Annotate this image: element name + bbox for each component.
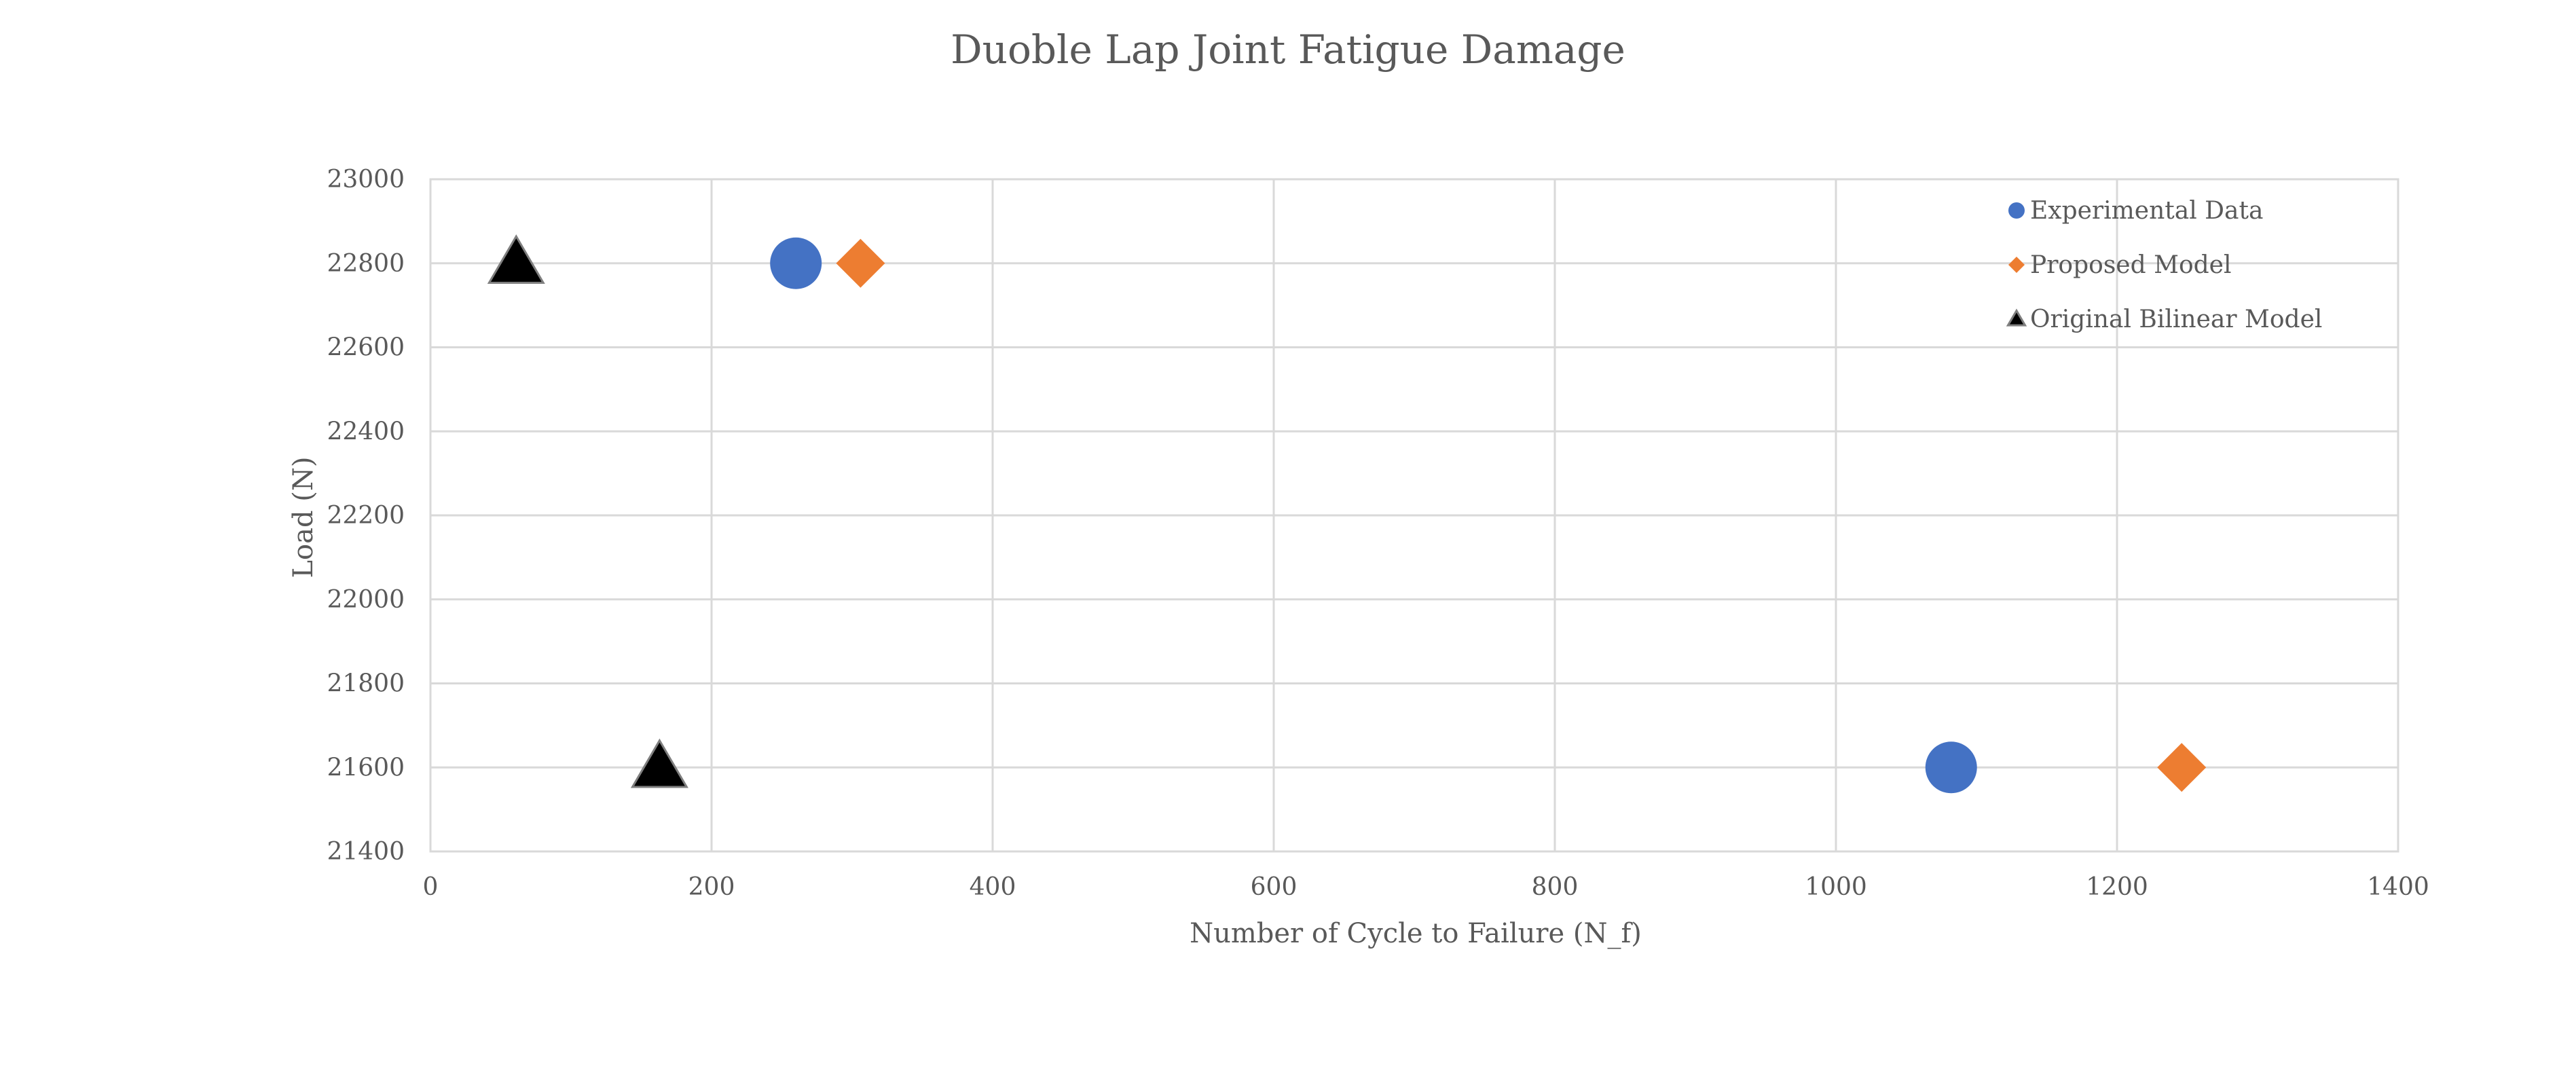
data-point [630, 738, 688, 788]
series-group [487, 234, 688, 788]
y-tick-label: 22400 [327, 418, 405, 445]
legend-item: Original Bilinear Model [2006, 306, 2322, 333]
x-tick-label: 0 [423, 873, 439, 901]
series-group [836, 238, 2207, 792]
x-axis-ticks: 0 200 400 600 800 1000 1200 1400 [423, 873, 2429, 901]
x-axis-label: Number of Cycle to Failure (N_f) [1190, 918, 1642, 949]
legend-label: Original Bilinear Model [2030, 306, 2322, 333]
y-tick-label: 23000 [327, 166, 405, 194]
legend-item: Proposed Model [2008, 251, 2232, 279]
y-tick-label: 22200 [327, 502, 405, 530]
data-point [2157, 743, 2207, 792]
data-point [487, 234, 545, 284]
x-tick-label: 800 [1532, 873, 1579, 901]
x-tick-label: 1400 [2367, 873, 2429, 901]
legend: Experimental Data Proposed Model Original … [2006, 197, 2322, 333]
y-tick-label: 21400 [327, 838, 405, 866]
legend-label: Proposed Model [2030, 251, 2232, 279]
data-point [1925, 741, 1977, 794]
chart-title: Duoble Lap Joint Fatigue Damage [951, 26, 1625, 73]
plot-area [429, 178, 2399, 853]
y-tick-label: 22600 [327, 334, 405, 362]
legend-marker [2006, 308, 2027, 327]
x-tick-label: 1000 [1805, 873, 1867, 901]
y-tick-label: 22000 [327, 586, 405, 614]
legend-label: Experimental Data [2030, 197, 2263, 225]
y-axis-ticks: 21400 21600 21800 22000 22200 22400 22600 22800… [327, 166, 405, 866]
y-tick-label: 21600 [327, 754, 405, 782]
legend-marker [2008, 202, 2025, 219]
x-tick-label: 600 [1251, 873, 1298, 901]
x-tick-label: 1200 [2086, 873, 2148, 901]
x-tick-label: 200 [688, 873, 735, 901]
data-point [770, 237, 822, 289]
y-tick-label: 22800 [327, 250, 405, 278]
grid-lines [429, 178, 2399, 853]
legend-marker [2008, 257, 2025, 273]
series-group [770, 237, 1977, 794]
y-tick-label: 21800 [327, 670, 405, 698]
data-point [836, 238, 885, 288]
legend-item: Experimental Data [2008, 197, 2263, 225]
x-tick-label: 400 [970, 873, 1016, 901]
data-points [487, 234, 2207, 794]
y-axis-label: Load (N) [288, 456, 319, 578]
